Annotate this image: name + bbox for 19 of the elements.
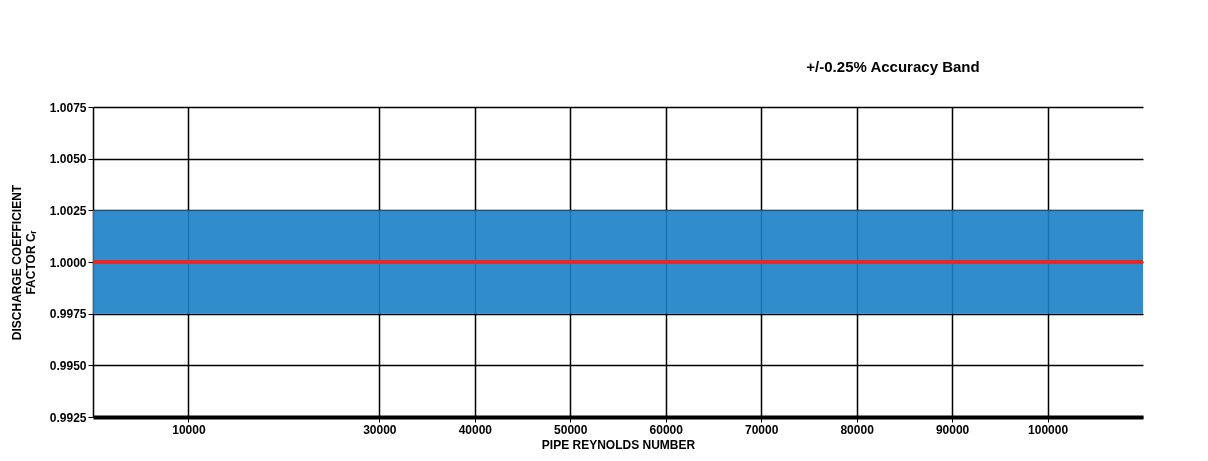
x-tick-label: 90000 — [935, 422, 970, 437]
y-tick-label: 0.9925 — [49, 410, 87, 425]
y-tick-label: 1.0000 — [49, 255, 87, 270]
x-axis-title: PIPE REYNOLDS NUMBER — [541, 437, 696, 452]
y-tick-label: 1.0050 — [49, 152, 87, 167]
x-tick-label: 70000 — [744, 422, 779, 437]
x-tick-label: 60000 — [649, 422, 684, 437]
x-tick-label: 50000 — [554, 422, 588, 437]
x-tick-label: 80000 — [840, 422, 875, 437]
y-tick-label: 1.0075 — [49, 100, 87, 115]
x-tick-label: 40000 — [458, 422, 493, 437]
x-tick-label: 30000 — [363, 422, 397, 437]
x-tick-label: 10000 — [172, 422, 206, 437]
y-tick-label: 1.0025 — [49, 203, 87, 218]
text: +/-0.25% Accuracy Band — [806, 58, 980, 75]
y-axis-title: DISCHARGE COEFFICIENT FACTOR Cᵣ — [9, 184, 38, 341]
x-tick-label: 100000 — [1028, 422, 1069, 437]
y-tick-label: 0.9975 — [49, 307, 87, 322]
y-tick-label: 0.9950 — [49, 358, 87, 373]
